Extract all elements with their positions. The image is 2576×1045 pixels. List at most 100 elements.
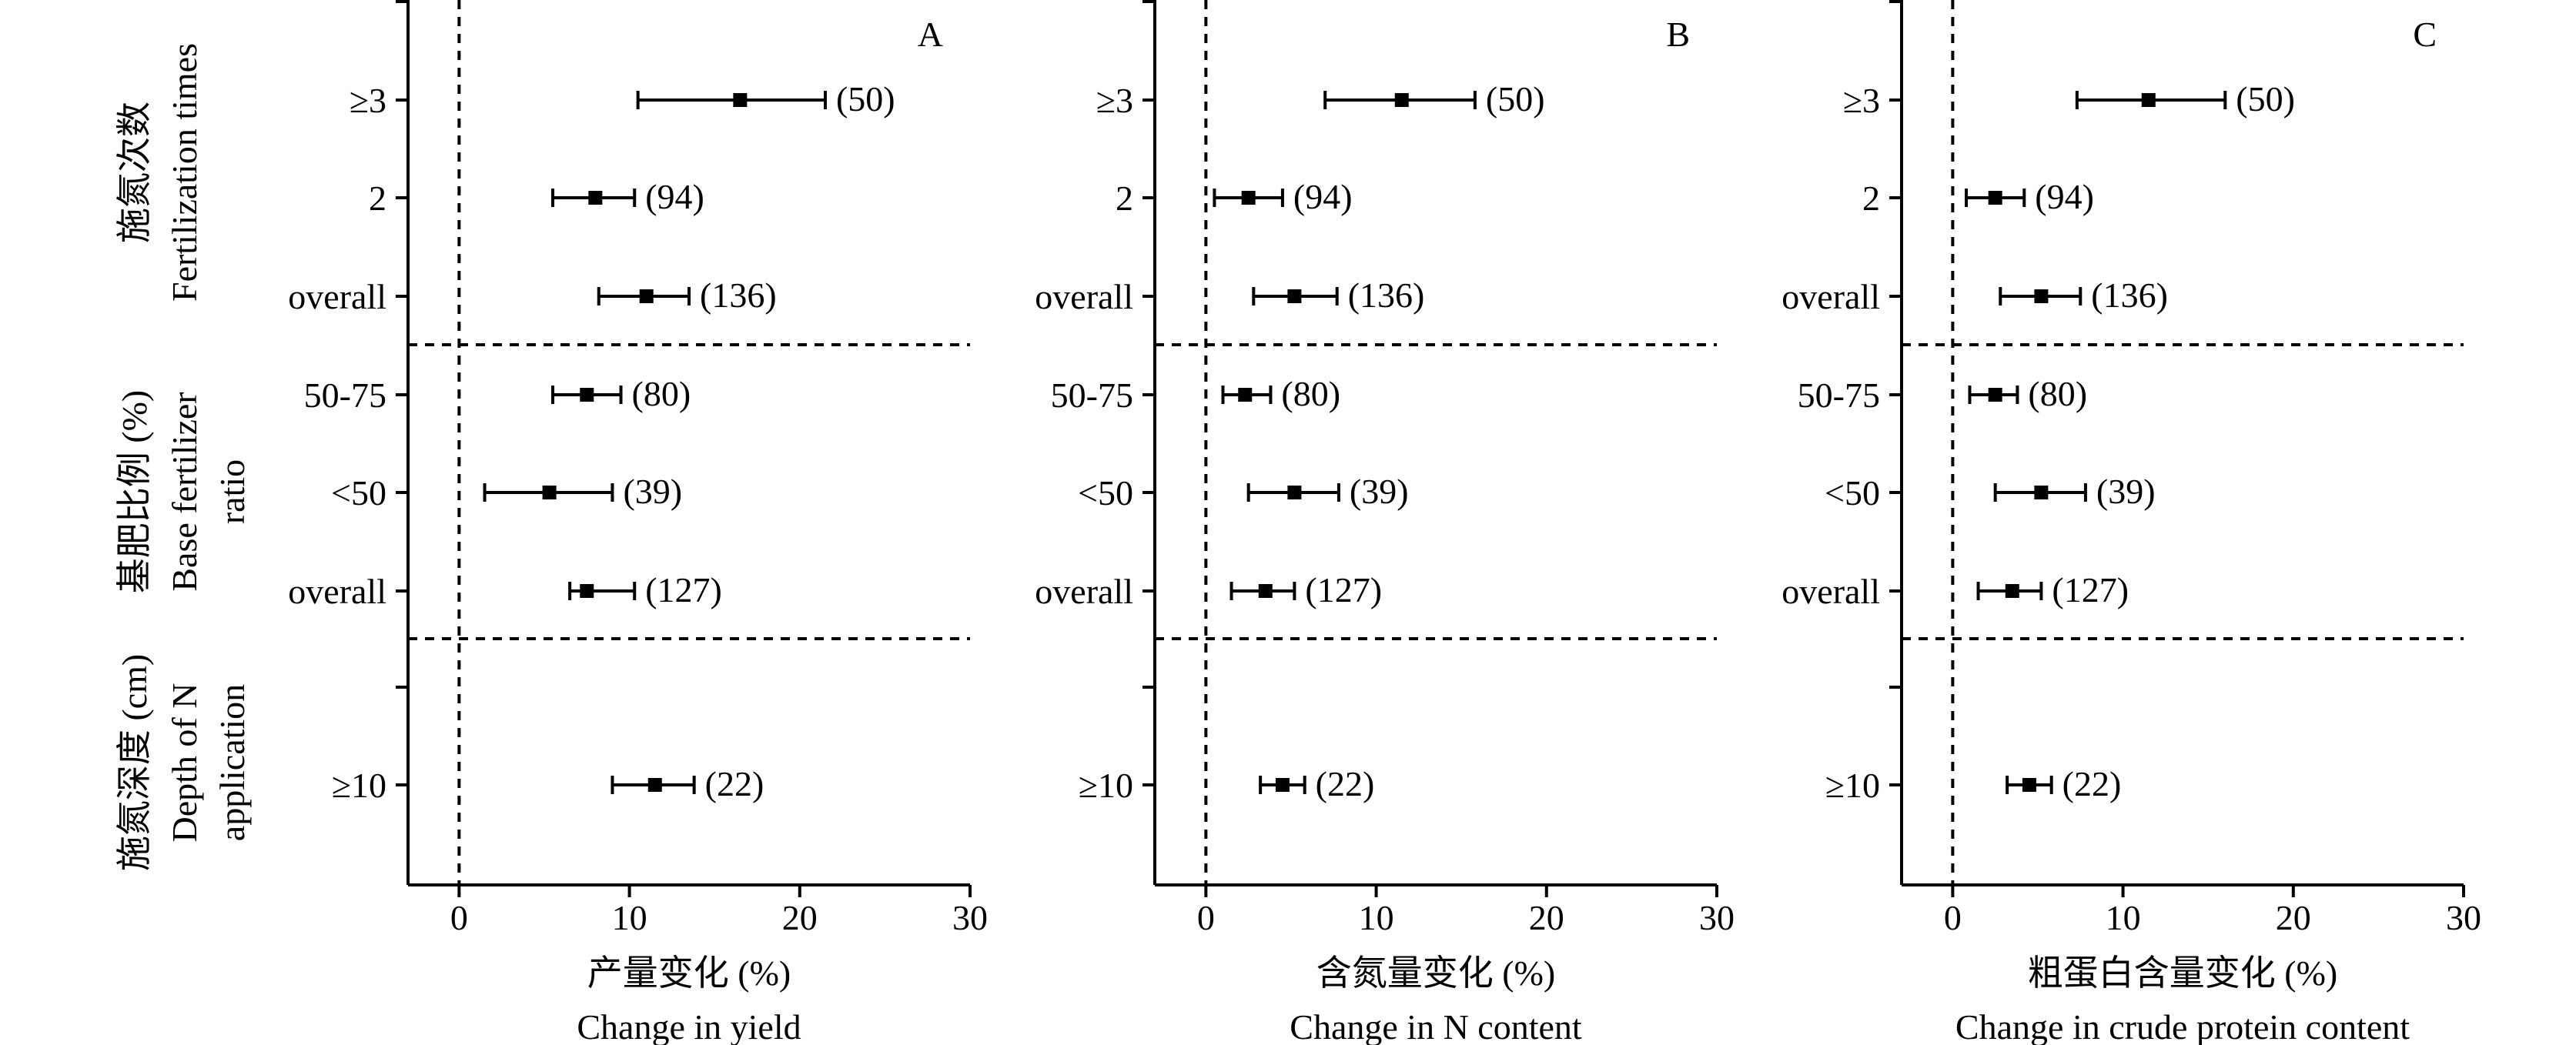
- category-label: overall: [1781, 572, 1880, 611]
- group-label: 施氮次数 Fertilization times: [115, 43, 204, 302]
- group-label-cn: 基肥比例 (%): [115, 390, 154, 593]
- category-label: overall: [1781, 277, 1880, 316]
- mean-point: [580, 584, 594, 598]
- category-label: <50: [331, 473, 386, 512]
- data-row: ≥3 (50): [1843, 79, 2295, 120]
- category-label: 50-75: [304, 376, 386, 415]
- x-tick-label: 0: [1197, 898, 1215, 937]
- mean-point: [639, 289, 654, 303]
- group-label-cn: 施氮深度 (cm): [115, 654, 154, 871]
- data-row: ≥10 (22): [1079, 764, 1375, 805]
- mean-point: [1988, 191, 2002, 205]
- mean-point: [1287, 289, 1302, 303]
- sample-size-label: (80): [632, 374, 691, 413]
- group-label-cn: 施氮次数: [115, 102, 154, 243]
- x-axis-title-cn: 含氮量变化 (%): [1316, 953, 1555, 993]
- x-tick-label: 30: [952, 898, 988, 937]
- category-label: ≥3: [1096, 81, 1133, 120]
- category-label: ≥3: [1843, 81, 1880, 120]
- sample-size-label: (136): [1348, 275, 1425, 315]
- data-row: ≥10 (22): [332, 764, 764, 805]
- sample-size-label: (22): [705, 764, 764, 803]
- data-row: overall (127): [288, 570, 722, 611]
- x-tick-label: 0: [1944, 898, 1962, 937]
- category-label: 2: [1862, 179, 1880, 218]
- data-row: 2 (94): [1862, 177, 2094, 218]
- category-label: overall: [1035, 572, 1133, 611]
- group-label-en: Base fertilizer: [165, 392, 204, 591]
- sample-size-label: (94): [1293, 177, 1353, 216]
- mean-point: [1394, 93, 1409, 107]
- mean-point: [2141, 93, 2156, 107]
- data-row: overall (127): [1781, 570, 2129, 611]
- data-row: overall (127): [1035, 570, 1382, 611]
- x-tick-label: 0: [450, 898, 468, 937]
- mean-point: [2034, 289, 2049, 303]
- sample-size-label: (127): [2052, 570, 2129, 609]
- category-label: overall: [288, 277, 386, 316]
- data-row: <50 (39): [331, 472, 682, 512]
- category-label: overall: [288, 572, 386, 611]
- group-label-en: Fertilization times: [165, 43, 204, 302]
- sample-size-label: (80): [2028, 374, 2087, 413]
- sample-size-label: (127): [645, 570, 722, 609]
- x-tick-label: 20: [2276, 898, 2311, 937]
- sample-size-label: (50): [836, 79, 895, 119]
- x-tick-label: 10: [1359, 898, 1394, 937]
- category-label: 50-75: [1051, 376, 1133, 415]
- mean-point: [2005, 584, 2019, 598]
- panel-label: B: [1666, 15, 1690, 54]
- category-label: ≥10: [1825, 766, 1880, 805]
- group-labels: 施氮次数 Fertilization times 基肥比例 (%) Base fert…: [115, 43, 252, 871]
- x-axis-title-en: Change in yield: [577, 1007, 801, 1045]
- chart-panel-A: 0 10 20 30 A 产量变化 (%) Change in yield ≥3 (50) 2 (9…: [288, 0, 988, 1045]
- x-tick-label: 30: [2446, 898, 2481, 937]
- sample-size-label: (80): [1281, 374, 1340, 413]
- category-label: 2: [369, 179, 386, 218]
- data-row: 50-75 (80): [1798, 374, 2087, 415]
- mean-point: [1238, 388, 1253, 402]
- category-label: ≥10: [332, 766, 386, 805]
- panel-label: C: [2413, 15, 2437, 54]
- sample-size-label: (94): [645, 177, 704, 216]
- group-label-en: ratio: [212, 459, 252, 524]
- mean-point: [1287, 486, 1302, 499]
- data-row: <50 (39): [1825, 472, 2156, 512]
- x-axis-title-en: Change in crude protein content: [1955, 1007, 2410, 1045]
- sample-size-label: (39): [623, 472, 682, 511]
- sample-size-label: (39): [1350, 472, 1409, 511]
- x-tick-label: 20: [782, 898, 818, 937]
- mean-point: [733, 93, 748, 107]
- x-tick-label: 10: [2106, 898, 2141, 937]
- data-row: ≥10 (22): [1825, 764, 2122, 805]
- chart-panel-C: 0 10 20 30 C 粗蛋白含量变化 (%) Change in crude prote…: [1781, 0, 2481, 1045]
- data-row: 2 (94): [369, 177, 704, 218]
- chart-panel-B: 0 10 20 30 B 含氮量变化 (%) Change in N content ≥3 (5…: [1035, 0, 1735, 1045]
- data-row: ≥3 (50): [1096, 79, 1545, 120]
- sample-size-label: (22): [2062, 764, 2122, 803]
- x-axis-title-cn: 产量变化 (%): [587, 953, 791, 993]
- x-tick-label: 10: [612, 898, 647, 937]
- data-row: 50-75 (80): [1051, 374, 1340, 415]
- sample-size-label: (50): [1486, 79, 1545, 119]
- mean-point: [1241, 191, 1256, 205]
- sample-size-label: (136): [700, 275, 777, 315]
- mean-point: [1258, 584, 1273, 598]
- group-label-en: application: [212, 684, 252, 841]
- group-label: 基肥比例 (%) Base fertilizer ratio: [115, 390, 252, 593]
- mean-point: [647, 778, 662, 792]
- sample-size-label: (94): [2035, 177, 2094, 216]
- panel-label: A: [918, 15, 943, 54]
- mean-point: [542, 486, 557, 499]
- x-axis-title-en: Change in N content: [1290, 1007, 1582, 1045]
- sample-size-label: (136): [2091, 275, 2168, 315]
- category-label: 2: [1116, 179, 1133, 218]
- x-tick-label: 20: [1529, 898, 1564, 937]
- category-label: <50: [1825, 473, 1880, 512]
- sample-size-label: (127): [1305, 570, 1382, 609]
- mean-point: [1988, 388, 2002, 402]
- category-label: 50-75: [1798, 376, 1880, 415]
